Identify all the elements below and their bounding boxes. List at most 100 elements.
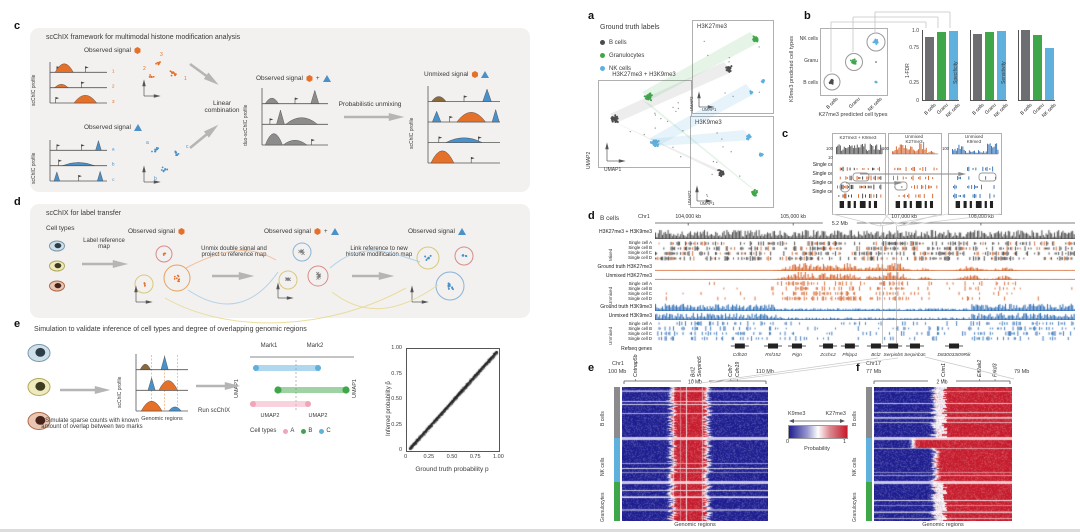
single-cell-label: Single cell A: [628, 321, 652, 326]
observed-signal-mark2-label: Observed signal: [84, 124, 142, 131]
mixed-track-plot: [836, 143, 883, 208]
svg-text:2: 2: [143, 66, 146, 72]
k27me3-mark-icon: [134, 47, 141, 54]
refseq-genes-label: Refseq genes: [621, 346, 652, 352]
x-tick-label: 0.75: [469, 454, 481, 460]
single-cell-label: Single cell D: [812, 189, 840, 195]
zoom-guide-line: [882, 226, 883, 344]
svg-text:Serpinb5: Serpinb5: [884, 352, 904, 358]
cell-type-legend-item: A: [283, 428, 294, 434]
box-ytick-100: 100: [826, 146, 833, 151]
y-tick-label: 0: [398, 447, 402, 453]
legend-row: NK cells: [600, 62, 644, 75]
k9me3-mark-icon: [457, 228, 466, 235]
svg-text:2: 2: [112, 84, 115, 90]
probabilistic-unmixing-label: Probabilistic unmixing: [338, 101, 402, 108]
zoom-guide-line: [896, 226, 897, 344]
scchic-profile-mark2-plot: a b c: [49, 139, 115, 183]
unmixed-k27-cell-b-track: [655, 286, 1075, 291]
cell-type-legend-item: B: [301, 428, 312, 434]
svg-text:Cdh19: Cdh19: [735, 362, 741, 377]
group-label-granulocytes: Granulocytes: [600, 492, 606, 522]
bar3-ylabel: Sensitivity: [1001, 61, 1007, 84]
confusion-plot-box: [820, 28, 888, 96]
unmixed-k9-title: Unmixed K9me3: [964, 134, 984, 144]
svg-text:105,000 kb: 105,000 kb: [780, 214, 806, 220]
svg-text:Eif2ak2: Eif2ak2: [977, 360, 983, 377]
duo-scchic-profile-plot: [261, 88, 328, 146]
group-label-b-cells: B cells: [600, 411, 606, 426]
observed-signal-text: Observed signal: [264, 228, 311, 235]
probability-heatmap-f: [874, 387, 1012, 521]
probability-heatmap-e: [622, 387, 768, 521]
mixed-track-box: [832, 133, 886, 215]
single-cell-label: Single cell D: [628, 255, 652, 261]
heatmap-e-xlabel: Genomic regions: [674, 522, 716, 528]
heatmap-e-group-strip: [614, 387, 620, 521]
group-label-b-cells: B cells: [852, 411, 858, 426]
panel-label-c-right: c: [782, 128, 789, 140]
svg-text:Zcchc2: Zcchc2: [819, 352, 836, 358]
umap2-axis-label: UMAP2: [689, 96, 694, 111]
umap-main-title: H3K27me3 + H3K9me3: [612, 72, 676, 78]
single-cell-label: Single cell C: [628, 250, 652, 256]
panel-label-f: f: [856, 362, 860, 374]
group-strip-Granulocytes: [614, 482, 620, 521]
single-cell-label: Single cell A: [628, 281, 652, 286]
track-label-gt-k27: Ground truth H3K27me3: [597, 264, 652, 270]
unmixed-k9-cell-c-track: [655, 331, 1075, 336]
svg-text:104,000 kb: 104,000 kb: [675, 214, 701, 220]
y-tick-label: 1.00: [391, 345, 402, 351]
row-label: B cells: [803, 80, 818, 86]
legend-row: B cells: [600, 36, 644, 49]
panel-label-d-right: d: [588, 210, 595, 222]
single-cell-label: Single cell D: [628, 295, 652, 301]
ground-truth-legend: B cells Granulocytes NK cells: [600, 36, 644, 75]
group-label-unmixed-k27: Unmixed: [608, 286, 613, 305]
k27me3-mark-icon: [306, 75, 313, 82]
confusion-plot: [823, 32, 886, 91]
ground-truth-k9-track: [655, 303, 1075, 311]
svg-text:Prkd3: Prkd3: [993, 363, 999, 377]
legend-dot: [319, 428, 325, 434]
observed-signal-mark2-label: Observed signal: [408, 228, 466, 235]
umap1-axis-label: UMAP1: [352, 379, 358, 398]
unmixed-k27-cell-a-track: [655, 281, 1075, 286]
unmixed-k9-track: [655, 312, 1075, 320]
bar-B cells: [973, 33, 982, 100]
heatmap-e-start: 100 Mb: [608, 369, 627, 375]
mixed-cell-a-track: [655, 241, 1075, 246]
svg-text:1: 1: [112, 68, 115, 74]
svg-text:3: 3: [112, 99, 115, 105]
x-tick-label: 1.00: [493, 454, 504, 460]
heatmap-f-group-strip: [866, 387, 872, 521]
svg-text:Cntnap5b: Cntnap5b: [633, 354, 639, 377]
heatmap-e-end: 110 Mb: [756, 369, 774, 375]
observed-signal-text: Observed signal: [256, 75, 303, 82]
svg-text:D830033I09Rik: D830033I09Rik: [938, 352, 972, 358]
svg-text:Crim1: Crim1: [941, 363, 947, 377]
group-label-nk-cells: NK cells: [852, 457, 858, 476]
y-tick-label: 0.75: [391, 370, 402, 377]
panel-c-left-background: [30, 28, 530, 192]
umap-k27-title: H3K27me3: [697, 24, 728, 30]
svg-text:a: a: [146, 140, 149, 146]
track-label-un-k9: Unmixed H3K9me3: [608, 313, 652, 319]
unmixed-k9-cell-a-track: [655, 321, 1075, 326]
probability-colorbar: [788, 425, 848, 439]
umap1-axis-label: UMAP1: [702, 107, 717, 112]
bar-chart-sensitivity: B cells Granu NK cells: [1018, 30, 1058, 119]
legend-dot: [600, 53, 605, 58]
group-strip-Granulocytes: [866, 482, 872, 521]
single-cell-label: Single cell B: [628, 325, 652, 331]
heatmap-e-chrom: Chr1: [612, 361, 624, 367]
bar-B cells: [1021, 30, 1030, 100]
umap1-axis-label: UMAP1: [604, 167, 622, 173]
single-cell-label: Single cell A: [628, 240, 652, 245]
unmixed-k27-cell-c-track: [655, 291, 1075, 296]
footer-divider: [0, 529, 1080, 532]
colorbar-left-label: K9me3: [788, 411, 806, 417]
single-cell-labels: Single cell A Single cell B Single cell C S…: [786, 161, 840, 197]
bar-NK cells: [997, 31, 1006, 100]
